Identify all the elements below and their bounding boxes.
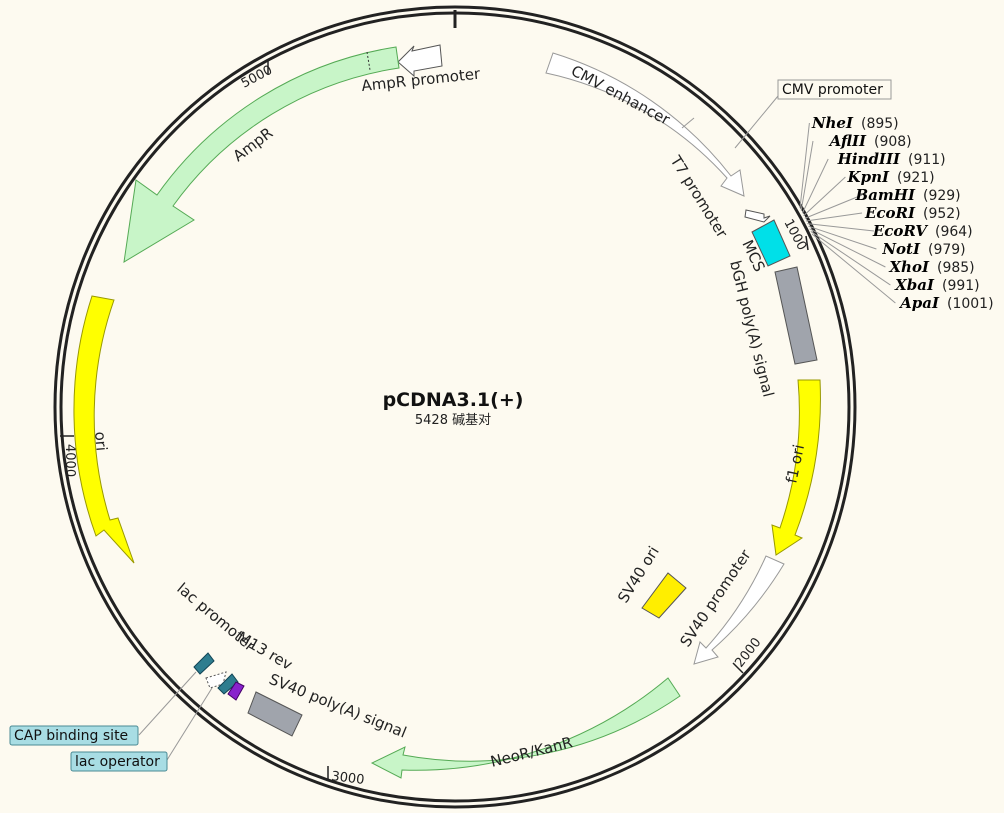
feature-bgh-polya[interactable] xyxy=(774,266,818,365)
site-leader xyxy=(801,158,829,214)
restriction-sites: NheI (895)AflII (908)HindIII (911) KpnI (921)… xyxy=(799,114,994,312)
feature-label-bgh-polya: bGH poly(A) signal xyxy=(726,259,777,399)
site-name[interactable]: ApaI xyxy=(898,294,940,312)
site-position: (985) xyxy=(937,260,975,276)
site-leader xyxy=(805,212,863,222)
plasmid-size: 5428 碱基对 xyxy=(415,413,491,428)
cmv-junction xyxy=(681,117,695,129)
site-leader xyxy=(810,230,891,286)
feature-t7-promoter[interactable] xyxy=(744,209,771,223)
feature-sv40-ori[interactable] xyxy=(641,572,687,619)
feature-lac-promoter[interactable] xyxy=(217,673,239,695)
ampr-junction xyxy=(366,51,371,71)
feature-sv40-promoter[interactable] xyxy=(693,555,785,665)
feature-neor-kanr[interactable] xyxy=(370,677,681,779)
site-name[interactable]: XhoI xyxy=(888,258,930,276)
feature-cmv-enhancer[interactable] xyxy=(545,52,745,197)
site-name[interactable]: KpnI xyxy=(847,168,890,186)
feature-label-lac-operator: lac operator xyxy=(75,754,160,770)
site-position: (964) xyxy=(935,224,973,240)
feature-ampr-promoter[interactable] xyxy=(397,44,443,78)
site-position: (1001) xyxy=(947,296,994,312)
cmv-promoter-callout: CMV promoter xyxy=(734,79,892,149)
cap-leader xyxy=(138,671,197,736)
tick-marks: 5000 1000 4000 2000 3000 xyxy=(60,60,809,788)
backbone xyxy=(53,5,857,809)
feature-ampr[interactable] xyxy=(123,46,400,263)
feature-label-cap-binding-site: CAP binding site xyxy=(14,728,128,744)
site-leader xyxy=(808,225,877,250)
site-name[interactable]: EcoRI xyxy=(864,204,916,222)
site-position: (952) xyxy=(923,206,961,222)
cmv-promoter-box xyxy=(777,79,892,100)
site-position: (979) xyxy=(928,242,966,258)
feature-f1-ori[interactable] xyxy=(771,379,821,556)
site-name[interactable]: NheI xyxy=(811,114,854,132)
site-name[interactable]: AflII xyxy=(828,132,867,150)
site-leader xyxy=(800,140,814,211)
site-name[interactable]: HindIII xyxy=(837,150,901,168)
cap-binding-site-box xyxy=(9,725,139,746)
cmv-promoter-leader xyxy=(734,95,779,149)
lac-operator-leader xyxy=(166,687,213,761)
site-position: (921) xyxy=(897,170,935,186)
tick-2000 xyxy=(732,662,744,674)
site-position: (911) xyxy=(908,152,946,168)
feature-cap-binding-site[interactable] xyxy=(193,652,215,675)
feature-label-cmv-enhancer: CMV enhancer xyxy=(568,62,673,129)
tick-1000 xyxy=(805,235,809,251)
site-name[interactable]: EcoRV xyxy=(872,222,929,240)
site-leader xyxy=(799,122,810,209)
site-position: (991) xyxy=(942,278,980,294)
site-leader xyxy=(809,228,886,268)
site-name[interactable]: XbaI xyxy=(894,276,935,294)
site-position: (895) xyxy=(861,116,899,132)
feature-ori[interactable] xyxy=(73,295,135,564)
feature-mcs[interactable] xyxy=(751,219,791,267)
feature-label-cmv-promoter: CMV promoter xyxy=(782,82,883,98)
site-position: (929) xyxy=(923,188,961,204)
features: AmpR promoter AmpR ori CMV enhancer T7 p… xyxy=(73,44,821,779)
feature-label-ori: ori xyxy=(91,431,111,452)
lac-operator-box xyxy=(70,751,168,772)
site-name[interactable]: NotI xyxy=(881,240,921,258)
lac-callouts: CAP binding site lac operator xyxy=(9,671,213,772)
plasmid-center: pCDNA3.1(+) 5428 碱基对 xyxy=(383,389,524,428)
plasmid-name: pCDNA3.1(+) xyxy=(383,389,524,411)
tick-label-4000: 4000 xyxy=(62,444,77,477)
feature-m13-rev[interactable] xyxy=(227,681,245,701)
site-leader xyxy=(807,223,875,232)
feature-sv40-polya[interactable] xyxy=(247,691,303,737)
tick-label-3000: 3000 xyxy=(331,769,366,788)
site-leader xyxy=(811,233,896,304)
site-position: (908) xyxy=(874,134,912,150)
site-name[interactable]: BamHI xyxy=(855,186,916,204)
site-leader xyxy=(804,194,863,219)
feature-label-neor-kanr: NeoR/KanR xyxy=(489,733,575,771)
site-leader xyxy=(803,176,846,217)
